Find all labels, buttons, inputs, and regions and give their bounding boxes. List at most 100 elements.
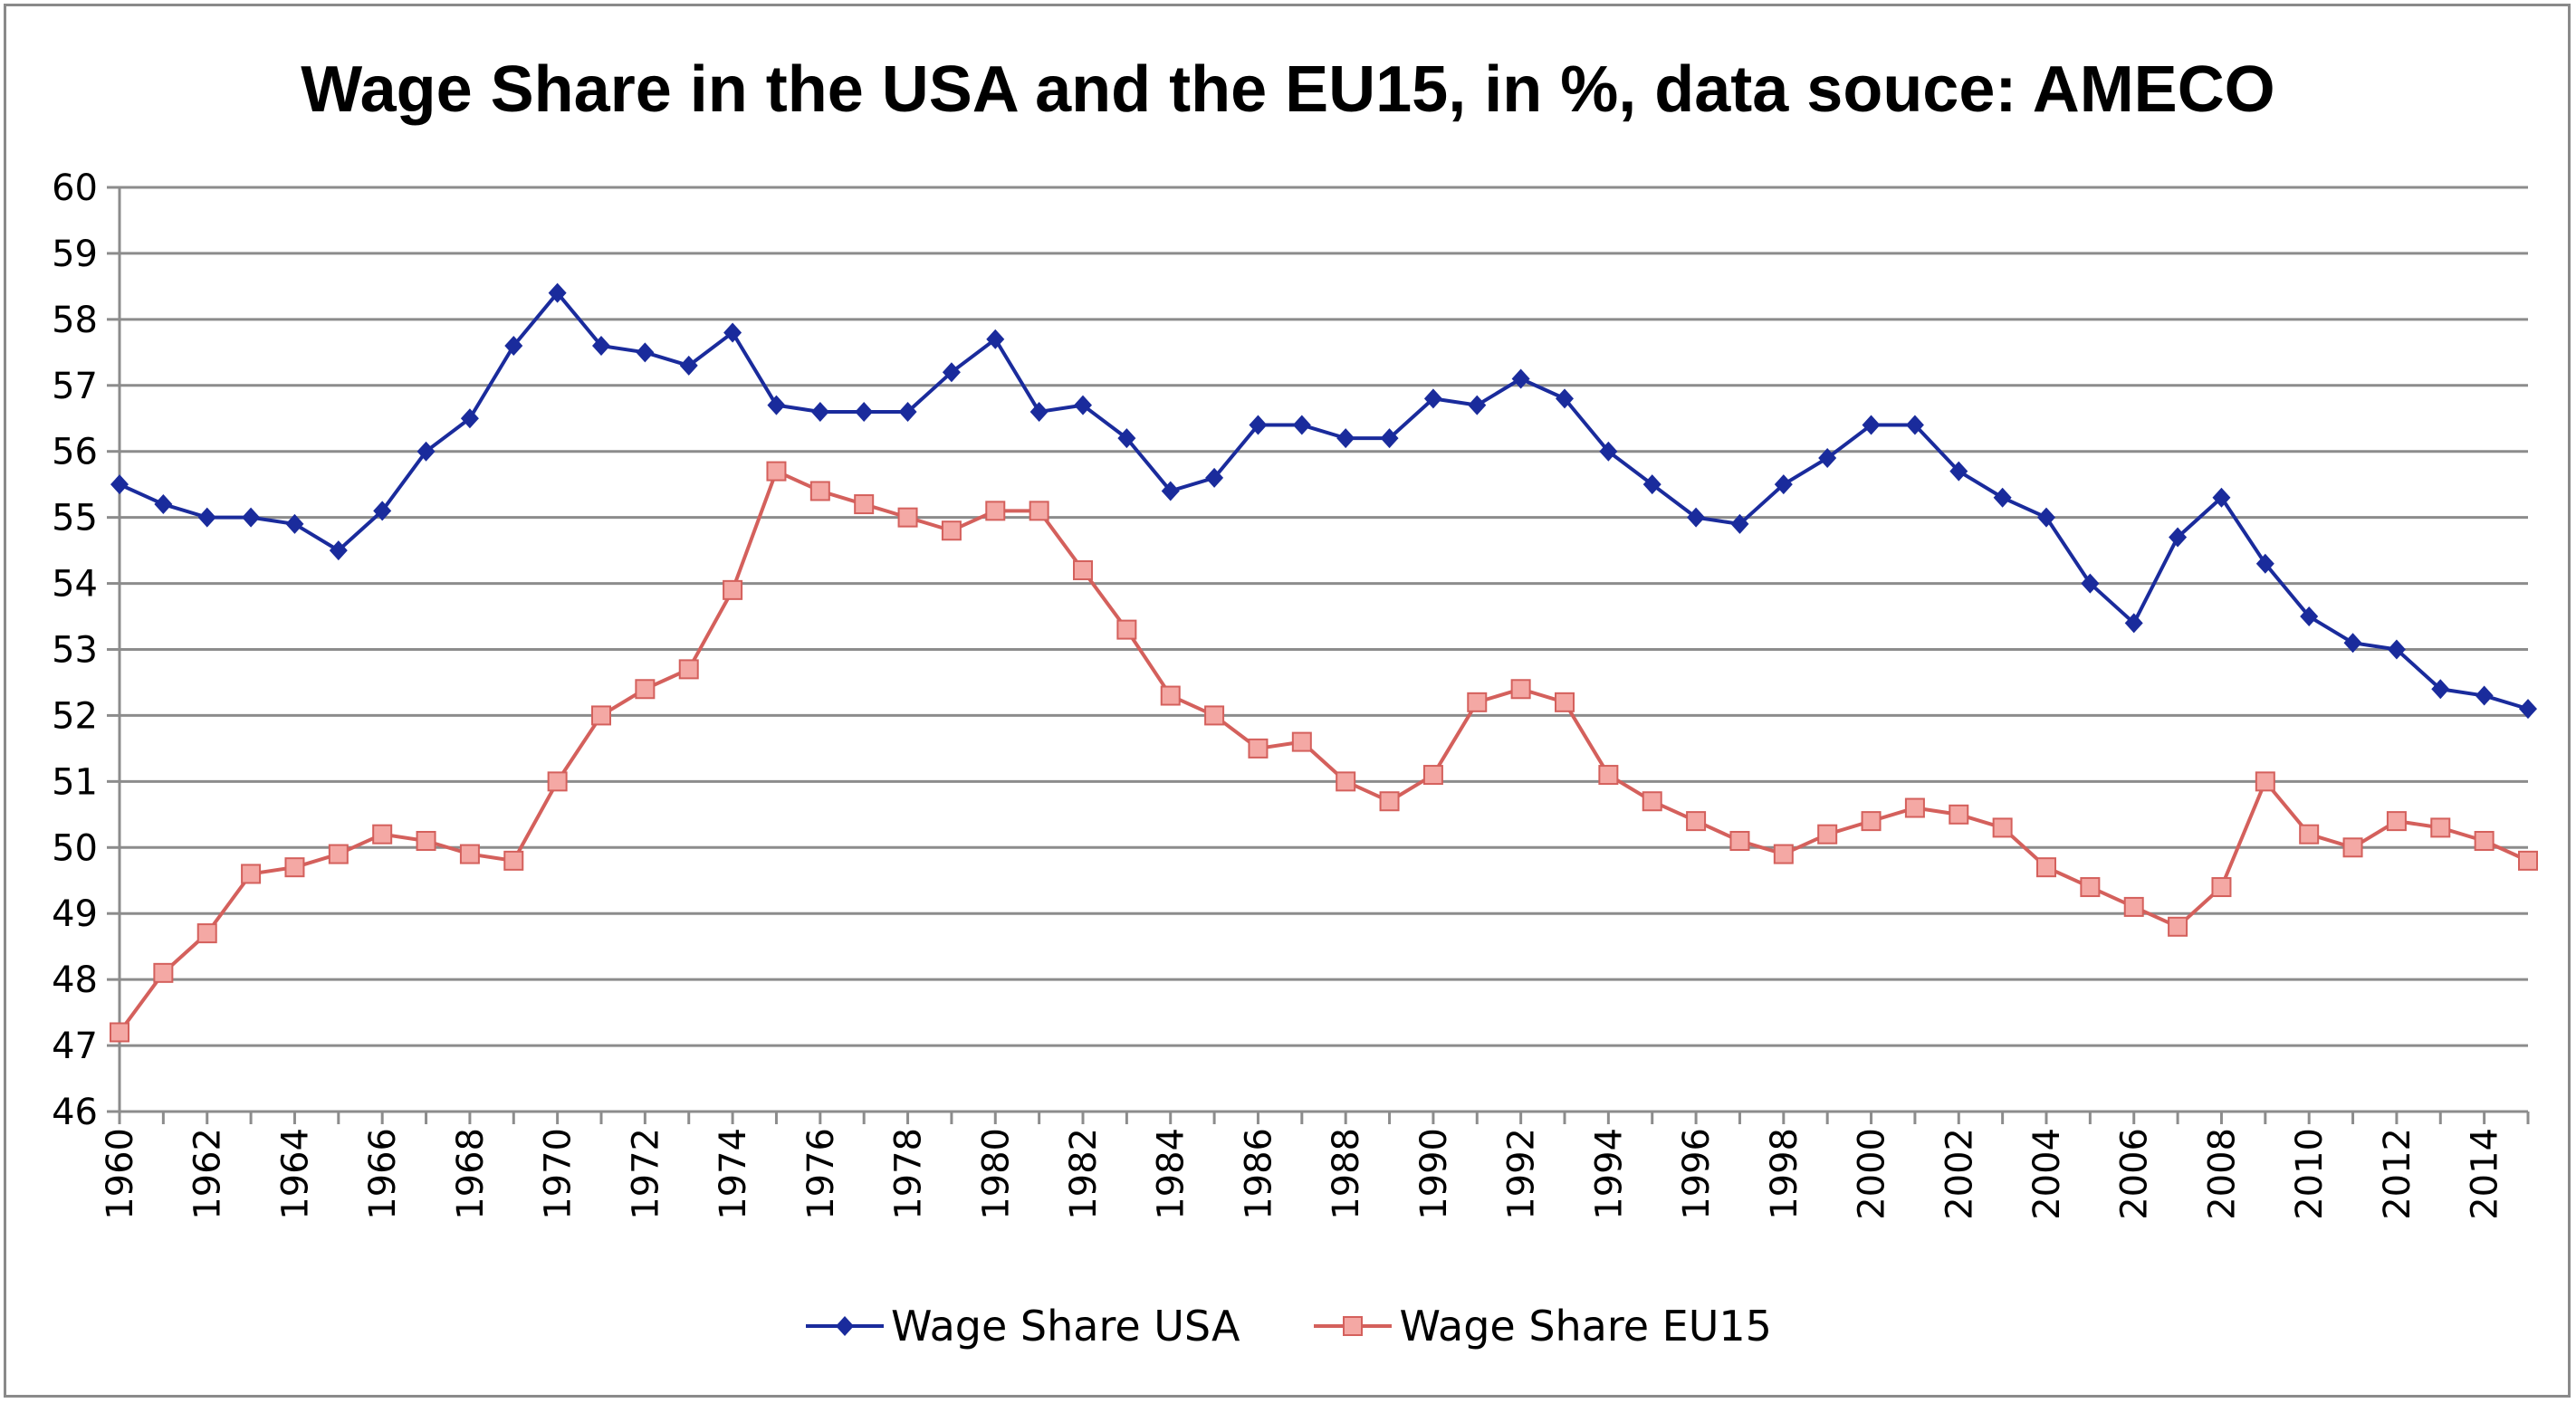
data-point	[1686, 811, 1707, 832]
data-point	[2255, 553, 2274, 574]
chart-title: Wage Share in the USA and the EU15, in %…	[301, 53, 2275, 126]
data-point	[1773, 844, 1794, 864]
data-point	[635, 679, 656, 700]
legend-label-eu15: Wage Share EU15	[1399, 1302, 1772, 1351]
x-tick-label: 1960	[100, 1128, 141, 1220]
data-point	[1642, 474, 1661, 495]
legend-item-usa: Wage Share USA	[804, 1302, 1240, 1351]
data-point	[1993, 487, 2012, 508]
gridlines	[120, 186, 2528, 1113]
x-tick-label: 1998	[1764, 1128, 1805, 1220]
data-point	[2474, 830, 2495, 851]
data-point	[1949, 804, 1969, 825]
data-point	[2386, 811, 2407, 832]
data-point	[679, 355, 698, 376]
data-point	[2037, 507, 2055, 528]
data-point	[1029, 501, 1049, 521]
y-tick-label: 50	[52, 827, 98, 869]
legend-item-eu15: Wage Share EU15	[1312, 1302, 1772, 1351]
data-point	[372, 824, 393, 845]
x-tick-label: 2002	[1939, 1128, 1980, 1220]
legend-label-usa: Wage Share USA	[891, 1302, 1240, 1351]
data-point	[1774, 474, 1793, 495]
x-tick-label: 1974	[713, 1128, 754, 1220]
data-point	[1511, 368, 1530, 389]
data-point	[986, 329, 1005, 349]
x-tick-label: 1966	[362, 1128, 404, 1220]
data-point	[1817, 824, 1838, 845]
data-point	[1161, 481, 1180, 501]
data-point	[2080, 877, 2101, 898]
data-point	[460, 408, 479, 429]
data-point	[591, 705, 611, 726]
chart-frame	[4, 4, 2571, 1398]
y-tick-label: 47	[52, 1026, 98, 1067]
x-tick-label: 1972	[625, 1128, 666, 1220]
data-point	[2212, 487, 2231, 508]
data-point	[154, 494, 173, 515]
data-point	[941, 520, 962, 541]
data-point	[1599, 441, 1618, 462]
data-point	[1422, 765, 1443, 786]
x-tick-label: 1978	[888, 1128, 930, 1220]
data-point	[153, 962, 174, 983]
data-point	[196, 923, 217, 944]
data-point	[1292, 415, 1311, 435]
y-tick-label: 59	[52, 234, 98, 275]
x-tick-label: 1984	[1151, 1128, 1192, 1220]
legend: Wage Share USA Wage Share EU15	[0, 1294, 2576, 1358]
x-tick-label: 1992	[1501, 1128, 1543, 1220]
data-point	[459, 844, 480, 864]
data-point	[1992, 817, 2013, 838]
x-tick-label: 1970	[538, 1128, 579, 1220]
data-point	[1029, 401, 1049, 422]
legend-swatch-eu15	[1314, 1316, 1393, 1336]
data-point	[1598, 765, 1619, 786]
data-point	[985, 501, 1006, 521]
data-point	[898, 401, 917, 422]
x-tick-label: 1994	[1588, 1128, 1630, 1220]
x-tick-label: 2014	[2465, 1128, 2506, 1220]
axes	[107, 186, 2530, 1124]
data-point	[2299, 824, 2320, 845]
data-point	[2300, 606, 2319, 627]
legend-swatch-usa	[806, 1316, 885, 1336]
x-tick-label: 1962	[187, 1128, 229, 1220]
data-point	[767, 395, 786, 415]
data-point	[1467, 692, 1488, 712]
data-point	[766, 461, 787, 482]
data-point	[1862, 415, 1881, 435]
data-point	[1291, 731, 1312, 752]
data-point	[547, 771, 568, 792]
data-point	[2036, 857, 2056, 878]
data-point	[1729, 830, 1750, 851]
data-point	[1861, 811, 1882, 832]
data-point	[942, 362, 961, 383]
x-tick-label: 1982	[1063, 1128, 1105, 1220]
data-point	[1205, 467, 1224, 488]
data-point	[1555, 692, 1575, 712]
y-tick-label: 48	[52, 959, 98, 1001]
x-tick-labels: 1960 1962 1964 1966 1968 1970 1972 1974 1976 1978…	[100, 1128, 2506, 1220]
y-tick-label: 46	[52, 1092, 98, 1133]
data-point	[1160, 685, 1181, 706]
y-tick-labels: 46 47 48 49 50 51 52 53 54 55 56 57 58 59 60	[52, 167, 98, 1133]
data-point	[197, 507, 216, 528]
x-tick-label: 1964	[274, 1128, 316, 1220]
data-point	[110, 1022, 129, 1043]
x-tick-label: 1990	[1413, 1128, 1455, 1220]
y-tick-label: 51	[52, 761, 98, 803]
y-tick-label: 60	[52, 167, 98, 209]
data-point	[504, 336, 523, 357]
data-point	[1556, 388, 1574, 409]
data-point	[2342, 837, 2363, 858]
data-point	[723, 322, 742, 343]
data-point	[1336, 428, 1355, 449]
data-point	[1336, 771, 1356, 792]
x-tick-label: 1996	[1676, 1128, 1718, 1220]
data-point	[1248, 738, 1269, 759]
data-point	[1818, 448, 1837, 469]
data-point	[548, 282, 567, 303]
x-tick-label: 1986	[1238, 1128, 1279, 1220]
data-point	[110, 474, 129, 495]
